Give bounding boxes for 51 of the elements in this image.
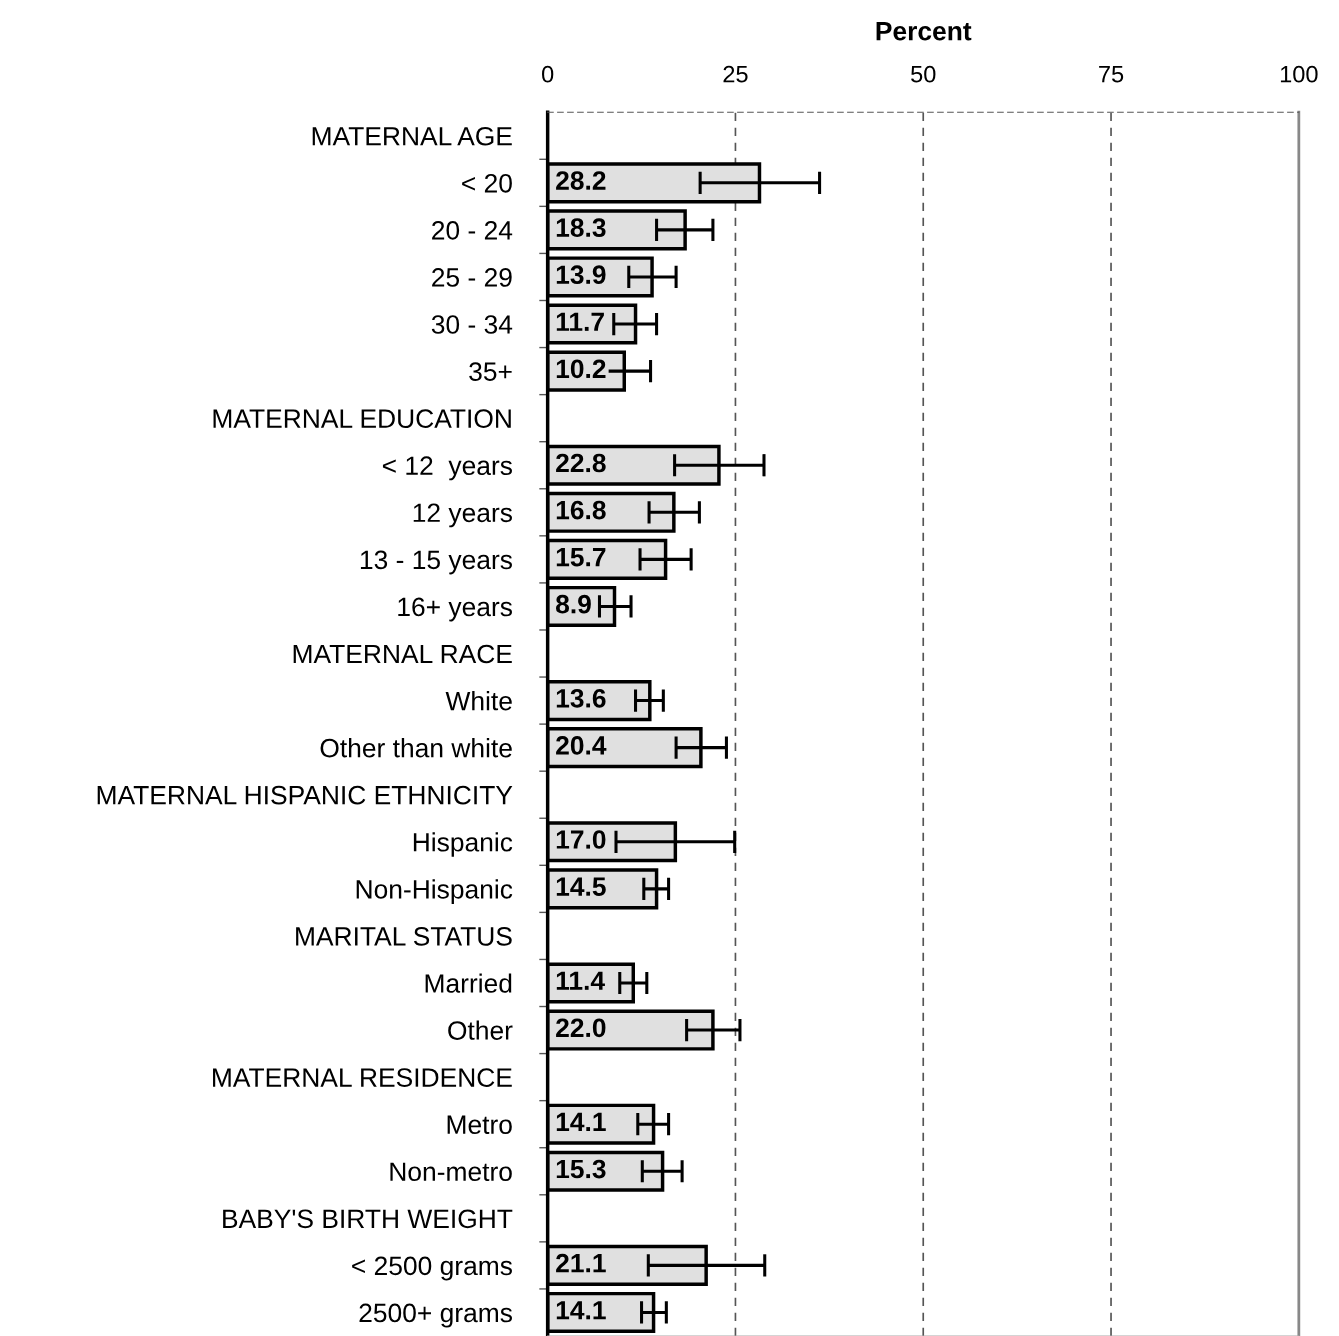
x-tick-label: 75 bbox=[1099, 66, 1124, 83]
y-tick-label: 13 - 15 years bbox=[360, 550, 512, 575]
data-label: 21.1 bbox=[556, 1253, 606, 1273]
x-tick-label: 100 bbox=[1280, 65, 1318, 83]
y-tick-label: < 2500 grams bbox=[352, 1256, 512, 1281]
y-tick-label: 12 years bbox=[413, 503, 512, 528]
y-tick-label: Non-metro bbox=[390, 1162, 512, 1182]
data-label: 13.6 bbox=[556, 688, 606, 708]
y-tick-label: 35+ bbox=[469, 362, 512, 381]
data-label: 8.9 bbox=[556, 594, 591, 614]
data-label: 15.7 bbox=[556, 548, 606, 567]
y-tick-label: MATERNAL EDUCATION bbox=[213, 409, 511, 428]
y-tick-label: BABY'S BIRTH WEIGHT bbox=[223, 1209, 513, 1229]
data-label: 11.4 bbox=[556, 971, 605, 990]
data-label: 28.2 bbox=[556, 171, 606, 190]
y-tick-label: MARITAL STATUS bbox=[296, 927, 512, 946]
y-tick-label: 30 - 34 bbox=[431, 315, 513, 334]
y-tick-label: 20 - 24 bbox=[432, 221, 513, 240]
data-label: 14.1 bbox=[556, 1301, 606, 1320]
data-label: 22.8 bbox=[556, 453, 606, 473]
data-label: 16.8 bbox=[556, 500, 606, 520]
y-tick-label: MATERNAL RACE bbox=[293, 644, 512, 664]
y-tick-label: Non-Hispanic bbox=[356, 879, 513, 904]
y-tick-label: Married bbox=[425, 973, 512, 993]
data-label: 22.0 bbox=[556, 1018, 606, 1038]
y-tick-label: White bbox=[445, 691, 512, 711]
data-label: 20.4 bbox=[556, 736, 607, 755]
x-axis-title: Percent bbox=[876, 22, 972, 41]
data-label: 14.1 bbox=[556, 1112, 606, 1132]
y-tick-label: 2500+ grams bbox=[359, 1303, 512, 1328]
data-label: 10.2 bbox=[556, 359, 606, 379]
y-tick-label: 25 - 29 bbox=[432, 268, 512, 287]
x-tick-label: 0 bbox=[542, 65, 554, 83]
y-tick-label: Other than white bbox=[320, 738, 512, 758]
data-label: 13.9 bbox=[556, 265, 606, 285]
data-label: 11.7 bbox=[556, 312, 604, 331]
y-tick-label: < 20 bbox=[462, 173, 512, 193]
y-tick-label: Metro bbox=[447, 1115, 512, 1135]
data-label: 18.3 bbox=[556, 218, 606, 238]
x-tick-label: 50 bbox=[911, 65, 936, 83]
y-tick-label: Hispanic bbox=[413, 832, 513, 857]
x-tick-label: 25 bbox=[723, 65, 748, 83]
y-tick-label: Other bbox=[448, 1020, 513, 1040]
y-tick-label: MATERNAL HISPANIC ETHNICITY bbox=[97, 785, 513, 805]
data-label: 17.0 bbox=[556, 830, 606, 849]
data-label: 14.5 bbox=[556, 877, 606, 896]
y-tick-label: MATERNAL AGE bbox=[312, 126, 512, 146]
y-tick-label: < 12 years bbox=[382, 456, 512, 481]
data-label: 15.3 bbox=[556, 1159, 606, 1179]
y-tick-label: 16+ years bbox=[398, 597, 512, 622]
y-tick-label: MATERNAL RESIDENCE bbox=[213, 1068, 512, 1087]
